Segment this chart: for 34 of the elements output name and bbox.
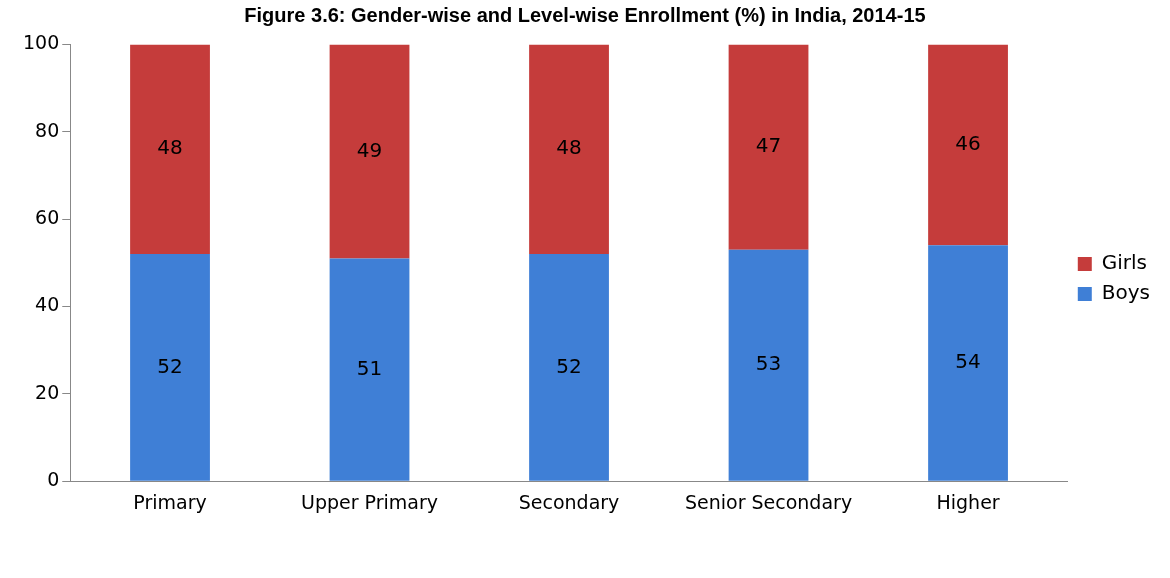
chart-title: Figure 3.6: Gender-wise and Level-wise Enrollment (%) in India, 2014-15 [243, 3, 927, 28]
data-label: 49 [356, 137, 383, 162]
y-tick-label: 60 [35, 206, 60, 229]
bar [529, 254, 609, 481]
bar [329, 258, 410, 481]
y-tick-label: 20 [35, 380, 60, 403]
legend-label: Girls [1101, 250, 1148, 275]
y-tick-label: 40 [35, 293, 60, 316]
data-label: 52 [556, 353, 582, 378]
data-label: 51 [356, 355, 383, 380]
bar [529, 44, 609, 255]
bar [928, 245, 1008, 481]
data-label: 47 [755, 133, 782, 158]
bar [130, 254, 210, 481]
data-label: 53 [755, 351, 782, 376]
bar [329, 44, 410, 259]
x-tick-label: Secondary [518, 490, 620, 513]
legend-label: Boys [1101, 280, 1151, 305]
x-tick-label: Upper Primary [301, 490, 439, 513]
data-label: 52 [157, 353, 183, 378]
data-label: 48 [157, 135, 183, 160]
y-tick-label: 100 [23, 31, 60, 54]
data-label: 54 [955, 349, 981, 374]
y-tick-label: 80 [35, 118, 60, 141]
bar [928, 44, 1008, 246]
bar [728, 44, 809, 250]
x-tick-label: Primary [133, 490, 207, 513]
data-label: 46 [955, 131, 981, 156]
x-tick-label: Senior Secondary [684, 490, 853, 513]
bar [728, 249, 809, 481]
x-tick-label: Higher [936, 490, 1000, 513]
y-tick-label: 0 [47, 468, 60, 491]
data-label: 48 [556, 135, 582, 160]
bar [130, 44, 210, 255]
